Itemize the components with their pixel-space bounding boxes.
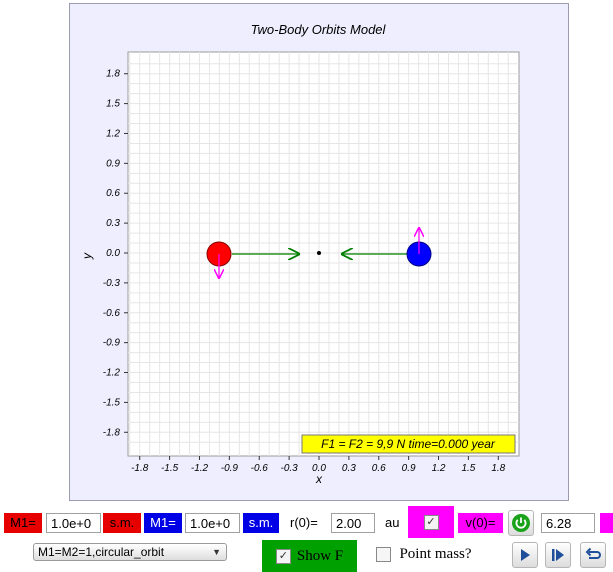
center-of-mass bbox=[317, 251, 321, 255]
play-button[interactable] bbox=[512, 542, 538, 568]
x-tick-label: 1.2 bbox=[432, 463, 446, 474]
v0-toggle[interactable]: ✓ bbox=[408, 506, 454, 538]
x-tick-label: -0.9 bbox=[221, 463, 239, 474]
reset-button[interactable] bbox=[580, 542, 606, 568]
y-tick-label: 1.5 bbox=[106, 99, 120, 110]
y-axis-label: y bbox=[80, 252, 94, 260]
orbit-plot[interactable]: Two-Body Orbits Model -1.8 -1.5 -1.2 -0.9 -0… bbox=[70, 4, 570, 502]
show-f-checkbox[interactable]: ✓ bbox=[275, 548, 291, 564]
y-tick-label: -1.2 bbox=[103, 368, 121, 379]
r0-unit: au bbox=[385, 515, 400, 530]
y-tick-label: -0.9 bbox=[103, 338, 121, 349]
point-mass-toggle[interactable]: Point mass? bbox=[376, 546, 472, 566]
chevron-down-icon: ▼ bbox=[212, 547, 221, 557]
x-tick-label: -0.6 bbox=[251, 463, 269, 474]
r0-input[interactable]: 2.00 bbox=[331, 513, 375, 533]
y-tick-label: 0.6 bbox=[106, 188, 120, 199]
m2-label: M1= bbox=[144, 513, 182, 533]
v0-checkbox[interactable]: ✓ bbox=[423, 514, 439, 530]
step-icon bbox=[552, 549, 564, 561]
v0-label: v(0)= bbox=[458, 513, 503, 533]
point-mass-checkbox[interactable] bbox=[376, 547, 391, 563]
control-row-1: M1= 1.0e+0 s.m. M1= 1.0e+0 s.m. r(0)= 2.… bbox=[0, 506, 613, 538]
axis-ticks: -1.8 -1.5 -1.2 -0.9 -0.6 -0.3 0.0 0.3 0.6 0.9 1.2 1… bbox=[103, 69, 506, 474]
preset-select[interactable]: M1=M2=1,circular_orbit ▼ bbox=[33, 543, 227, 561]
control-row-2: M1=M2=1,circular_orbit ▼ ✓ Show F Point … bbox=[0, 540, 613, 572]
x-tick-label: 0.6 bbox=[372, 463, 386, 474]
x-tick-label: 1.5 bbox=[461, 463, 475, 474]
status-box bbox=[301, 434, 516, 454]
v0-input[interactable]: 6.28 bbox=[541, 513, 595, 533]
preset-select-value: M1=M2=1,circular_orbit bbox=[38, 545, 165, 559]
m2-input[interactable]: 1.0e+0 bbox=[185, 513, 240, 533]
y-tick-label: 0.3 bbox=[106, 218, 120, 229]
x-tick-label: 0.0 bbox=[312, 463, 326, 474]
x-tick-label: -1.5 bbox=[161, 463, 179, 474]
m1-input[interactable]: 1.0e+0 bbox=[46, 513, 101, 533]
m1-label: M1= bbox=[4, 513, 42, 533]
y-tick-label: 1.2 bbox=[106, 128, 120, 139]
m2-unit: s.m. bbox=[243, 513, 279, 533]
v0-reset-button[interactable] bbox=[508, 510, 534, 536]
power-icon bbox=[512, 514, 530, 532]
point-mass-label: Point mass? bbox=[399, 546, 472, 563]
x-tick-label: -0.3 bbox=[281, 463, 299, 474]
plot-title: Two-Body Orbits Model bbox=[251, 22, 387, 37]
grid bbox=[128, 52, 519, 456]
plot-area bbox=[127, 51, 520, 457]
x-tick-label: -1.8 bbox=[131, 463, 149, 474]
step-button[interactable] bbox=[545, 542, 571, 568]
status-text: F1 = F2 = 9,9 N time=0.000 year bbox=[321, 437, 496, 451]
x-tick-label: 0.3 bbox=[342, 463, 356, 474]
r0-label: r(0)= bbox=[290, 515, 318, 530]
y-tick-label: 0.9 bbox=[106, 158, 120, 169]
show-f-toggle[interactable]: ✓ Show F bbox=[262, 540, 357, 572]
x-tick-label: -1.2 bbox=[191, 463, 209, 474]
y-tick-label: 0.0 bbox=[106, 248, 120, 259]
y-tick-label: -0.6 bbox=[103, 308, 121, 319]
x-axis-label: x bbox=[315, 472, 323, 486]
show-f-label: Show F bbox=[296, 547, 344, 564]
x-tick-label: 0.9 bbox=[402, 463, 416, 474]
y-tick-label: -1.5 bbox=[103, 397, 121, 408]
plot-panel: Two-Body Orbits Model -1.8 -1.5 -1.2 -0.9 -0… bbox=[69, 3, 569, 501]
v0-unit-cutoff bbox=[600, 513, 613, 533]
y-tick-label: -1.8 bbox=[103, 427, 121, 438]
y-tick-label: -0.3 bbox=[103, 278, 121, 289]
reset-icon bbox=[585, 547, 601, 559]
y-tick-label: 1.8 bbox=[106, 69, 120, 80]
play-icon bbox=[521, 549, 530, 561]
x-tick-label: 1.8 bbox=[491, 463, 505, 474]
m1-unit: s.m. bbox=[103, 513, 141, 533]
